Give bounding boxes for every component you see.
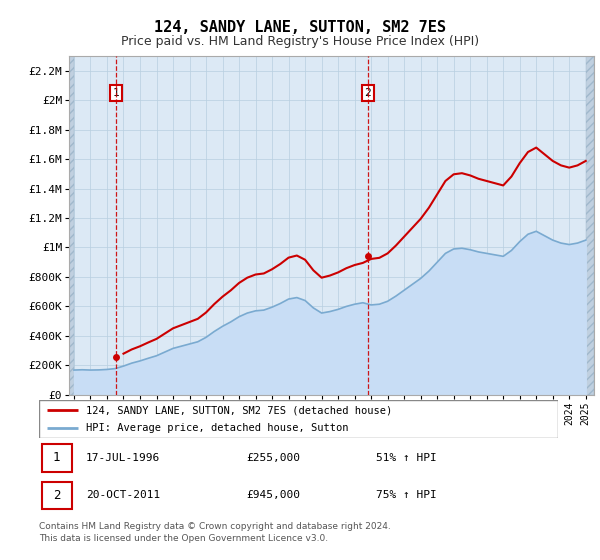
Text: 1: 1 bbox=[113, 88, 119, 98]
Text: Price paid vs. HM Land Registry's House Price Index (HPI): Price paid vs. HM Land Registry's House … bbox=[121, 35, 479, 48]
Text: 20-OCT-2011: 20-OCT-2011 bbox=[86, 490, 160, 500]
Text: 124, SANDY LANE, SUTTON, SM2 7ES: 124, SANDY LANE, SUTTON, SM2 7ES bbox=[154, 20, 446, 35]
FancyBboxPatch shape bbox=[41, 482, 71, 509]
Text: 2: 2 bbox=[364, 88, 371, 98]
Text: £255,000: £255,000 bbox=[247, 453, 301, 463]
Text: 75% ↑ HPI: 75% ↑ HPI bbox=[376, 490, 437, 500]
Text: 51% ↑ HPI: 51% ↑ HPI bbox=[376, 453, 437, 463]
Text: 2: 2 bbox=[53, 489, 61, 502]
Text: £945,000: £945,000 bbox=[247, 490, 301, 500]
FancyBboxPatch shape bbox=[39, 400, 558, 438]
Text: HPI: Average price, detached house, Sutton: HPI: Average price, detached house, Sutt… bbox=[86, 423, 348, 433]
Text: 1: 1 bbox=[53, 451, 61, 464]
FancyBboxPatch shape bbox=[41, 444, 71, 472]
Text: 17-JUL-1996: 17-JUL-1996 bbox=[86, 453, 160, 463]
Text: 124, SANDY LANE, SUTTON, SM2 7ES (detached house): 124, SANDY LANE, SUTTON, SM2 7ES (detach… bbox=[86, 405, 392, 415]
Text: Contains HM Land Registry data © Crown copyright and database right 2024.
This d: Contains HM Land Registry data © Crown c… bbox=[39, 522, 391, 543]
